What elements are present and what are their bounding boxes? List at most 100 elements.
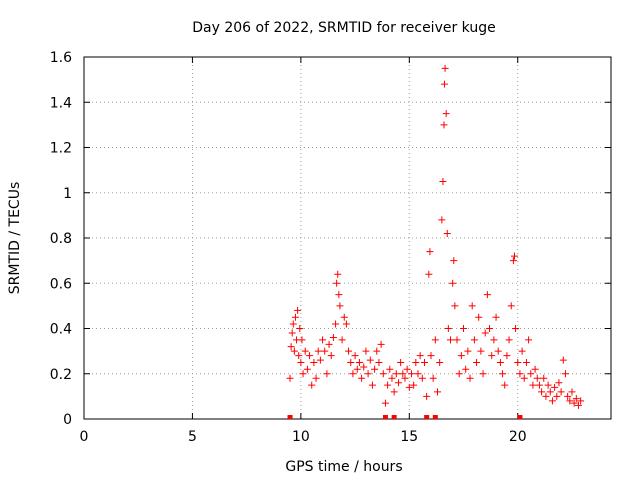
data-point: [384, 381, 392, 389]
data-point: [470, 336, 478, 344]
data-point: [332, 320, 340, 328]
data-point: [312, 374, 320, 382]
plot-area-frame: [83, 56, 612, 420]
data-point: [548, 397, 556, 405]
data-point: [353, 365, 361, 373]
data-point: [432, 415, 438, 419]
data-point: [295, 352, 303, 360]
data-point: [414, 370, 422, 378]
data-point: [572, 395, 580, 403]
data-point: [327, 352, 335, 360]
data-point: [423, 392, 431, 400]
data-point: [418, 374, 426, 382]
data-point: [441, 64, 449, 72]
data-point: [473, 358, 481, 366]
data-point: [373, 347, 381, 355]
data-points: [286, 64, 585, 419]
data-point: [475, 313, 483, 321]
data-point: [362, 347, 370, 355]
data-point: [375, 358, 383, 366]
data-point: [429, 374, 437, 382]
data-point: [405, 383, 413, 391]
data-point: [438, 216, 446, 224]
data-point: [494, 347, 502, 355]
data-point: [538, 388, 546, 396]
data-point: [391, 415, 397, 419]
data-point: [440, 80, 448, 88]
data-point: [377, 340, 385, 348]
data-point: [564, 392, 572, 400]
data-point: [443, 229, 451, 237]
data-point: [488, 352, 496, 360]
data-point: [427, 352, 435, 360]
y-tick-label: 1.2: [50, 141, 72, 157]
data-point: [381, 399, 389, 407]
data-point: [386, 365, 394, 373]
data-point: [442, 110, 450, 118]
data-point: [483, 291, 491, 299]
data-point: [410, 381, 418, 389]
data-point: [510, 252, 518, 260]
data-point: [345, 347, 353, 355]
data-point: [424, 415, 430, 419]
data-point: [333, 279, 341, 287]
data-point: [426, 248, 434, 256]
data-point: [503, 352, 511, 360]
data-point: [544, 381, 552, 389]
data-point: [321, 347, 329, 355]
data-point: [401, 374, 409, 382]
data-point: [368, 381, 376, 389]
y-tick-label: 1: [63, 186, 72, 202]
data-point: [306, 352, 314, 360]
data-point: [308, 381, 316, 389]
x-tick-label: 10: [292, 429, 310, 445]
data-point: [460, 325, 468, 332]
data-point: [436, 358, 444, 366]
data-point: [434, 388, 442, 396]
data-point: [522, 358, 530, 366]
data-point: [310, 358, 318, 366]
data-point: [499, 370, 507, 378]
data-point: [555, 379, 563, 387]
y-tick-label: 0: [63, 412, 72, 428]
data-point: [379, 370, 387, 378]
data-point: [501, 381, 509, 389]
data-point: [323, 370, 331, 378]
data-point: [314, 347, 322, 355]
chart-title: Day 206 of 2022, SRMTID for receiver kug…: [192, 20, 495, 36]
data-point: [516, 370, 524, 378]
axis-ticks: 0 0.2 0.4 0.6 0.8 1 1.2 1.4 1.6 0 5 10 15 20: [50, 50, 611, 445]
data-point: [514, 358, 522, 366]
data-point: [325, 340, 333, 348]
data-point: [496, 358, 504, 366]
data-point: [403, 365, 411, 373]
data-point: [492, 313, 500, 321]
data-point: [453, 336, 461, 344]
data-point: [297, 358, 305, 366]
data-point: [390, 388, 398, 396]
data-point: [371, 365, 379, 373]
data-point: [412, 358, 420, 366]
y-tick-label: 0.4: [50, 322, 72, 338]
x-axis-label: GPS time / hours: [285, 459, 402, 475]
data-point: [577, 397, 585, 405]
data-point: [382, 415, 388, 419]
data-point: [518, 347, 526, 355]
data-point: [444, 325, 452, 332]
data-point: [291, 313, 299, 321]
data-point: [319, 336, 327, 344]
data-point: [440, 121, 448, 129]
data-point: [336, 302, 344, 310]
data-point: [288, 329, 296, 337]
data-point: [439, 177, 447, 185]
data-point: [399, 370, 407, 378]
data-point: [299, 370, 307, 378]
data-point: [416, 352, 424, 360]
data-point: [540, 374, 548, 382]
x-tick-label: 20: [509, 429, 527, 445]
data-point: [397, 358, 405, 366]
data-point: [551, 383, 559, 391]
data-point: [388, 374, 396, 382]
data-point: [407, 370, 415, 378]
data-point: [289, 320, 297, 328]
